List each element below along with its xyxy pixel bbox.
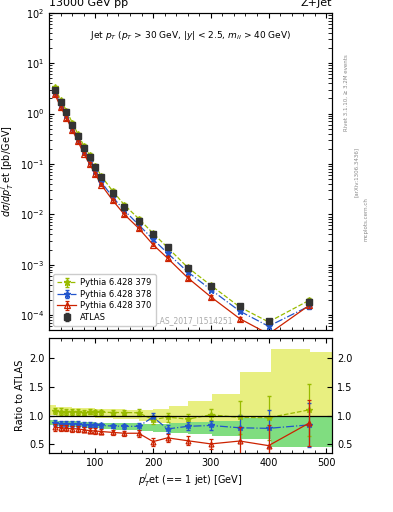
Text: mcplots.cern.ch: mcplots.cern.ch: [364, 197, 369, 241]
Y-axis label: $d\sigma/dp_T^j\,\mathrm{et}$ [pb/GeV]: $d\sigma/dp_T^j\,\mathrm{et}$ [pb/GeV]: [0, 125, 16, 218]
Text: Jet $p_T$ ($p_T$ > 30 GeV, $|y|$ < 2.5, $m_{ll}$ > 40 GeV): Jet $p_T$ ($p_T$ > 30 GeV, $|y|$ < 2.5, …: [90, 29, 291, 41]
Text: ATLAS_2017_I1514251: ATLAS_2017_I1514251: [147, 316, 234, 326]
Text: Rivet 3.1.10, ≥ 3.2M events: Rivet 3.1.10, ≥ 3.2M events: [344, 54, 349, 131]
Text: 13000 GeV pp: 13000 GeV pp: [49, 0, 128, 8]
Legend: Pythia 6.428 379, Pythia 6.428 378, Pythia 6.428 370, ATLAS: Pythia 6.428 379, Pythia 6.428 378, Pyth…: [53, 274, 156, 326]
Text: Z+Jet: Z+Jet: [301, 0, 332, 8]
X-axis label: $p_T^j$et (== 1 jet) [GeV]: $p_T^j$et (== 1 jet) [GeV]: [138, 471, 243, 488]
Text: [arXiv:1306.3436]: [arXiv:1306.3436]: [354, 146, 359, 197]
Y-axis label: Ratio to ATLAS: Ratio to ATLAS: [15, 360, 25, 431]
